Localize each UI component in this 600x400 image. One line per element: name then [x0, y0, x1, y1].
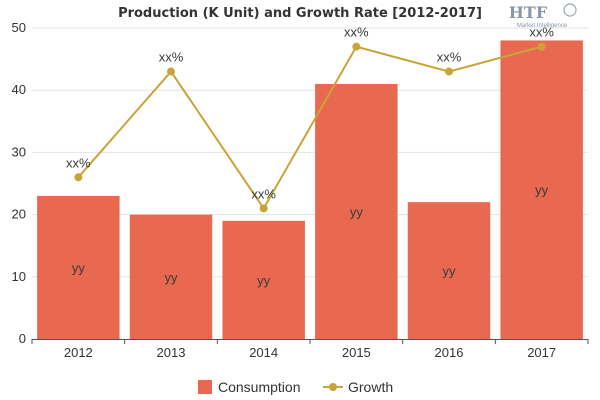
legend: Consumption Growth	[198, 379, 393, 395]
point-data-label: xx%	[344, 25, 369, 40]
bar-data-label: yy	[72, 260, 86, 275]
legend-swatch-consumption	[198, 380, 212, 394]
line-point	[259, 204, 268, 213]
bar	[37, 195, 120, 339]
point-data-label: xx%	[251, 186, 276, 201]
x-tick-label: 2015	[342, 345, 371, 360]
logo-text: HTF	[509, 3, 548, 22]
bar	[407, 202, 491, 339]
x-tick-label: 2014	[249, 345, 278, 360]
bar	[129, 214, 213, 339]
line-point	[445, 67, 453, 76]
x-tick-label: 2012	[64, 345, 93, 360]
point-data-label: xx%	[159, 50, 184, 65]
line-series: xx% xx% xx% xx% xx% xx%	[66, 25, 554, 213]
line-point	[537, 42, 546, 51]
legend-label-consumption: Consumption	[218, 379, 301, 395]
gridlines	[32, 27, 588, 278]
globe-icon	[563, 3, 577, 17]
bar-data-label: yy	[165, 270, 179, 285]
logo: HTF Market Intelligence	[509, 3, 577, 29]
bar	[222, 220, 305, 339]
bar	[315, 83, 398, 339]
logo-subtext: Market Intelligence	[517, 23, 568, 29]
y-tick-label: 50	[12, 20, 26, 35]
point-data-label: xx%	[529, 25, 554, 40]
x-axis: 2012 2013 2014 2015 2016 2017	[31, 339, 589, 360]
bar-data-label: yy	[443, 264, 457, 279]
y-tick-label: 0	[19, 331, 26, 346]
line-point	[167, 67, 175, 76]
x-tick-label: 2013	[157, 345, 186, 360]
bar-series: yy yy yy yy yy yy	[37, 40, 583, 339]
line-point	[352, 42, 361, 51]
bar	[500, 40, 583, 339]
bar-data-label: yy	[257, 273, 271, 288]
legend-marker-growth	[329, 383, 337, 391]
bar-data-label: yy	[350, 204, 364, 219]
growth-line	[77, 45, 542, 211]
y-tick-label: 20	[12, 207, 26, 222]
legend-label-growth: Growth	[348, 379, 393, 395]
point-data-label: xx%	[437, 50, 462, 65]
x-tick-label: 2017	[527, 345, 556, 360]
y-tick-label: 40	[12, 82, 26, 97]
x-tick-label: 2016	[435, 345, 464, 360]
y-axis: 0 10 20 30 40 50	[12, 20, 26, 346]
bar-data-label: yy	[535, 183, 549, 198]
y-tick-label: 30	[12, 144, 26, 159]
point-data-label: xx%	[66, 155, 91, 170]
line-point	[74, 173, 83, 182]
chart-title: Production (K Unit) and Growth Rate [201…	[118, 6, 482, 21]
y-tick-label: 10	[12, 269, 26, 284]
